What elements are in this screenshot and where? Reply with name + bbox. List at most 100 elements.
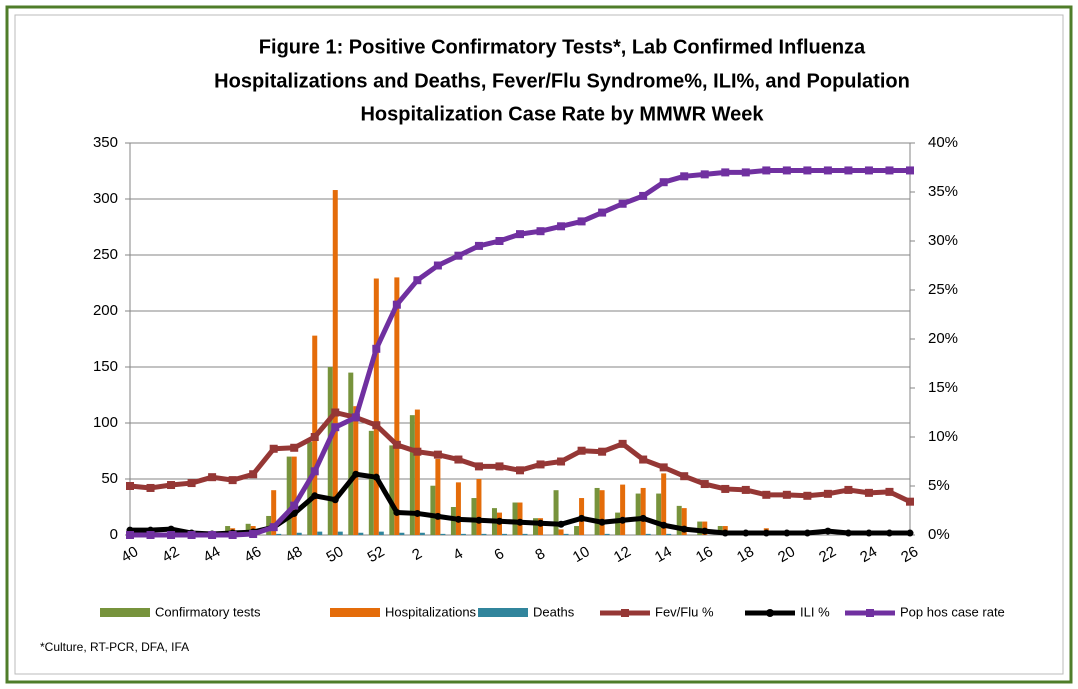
marker <box>167 481 176 490</box>
marker <box>578 514 586 522</box>
marker <box>167 525 175 533</box>
marker <box>721 484 730 493</box>
marker <box>495 237 504 245</box>
y2-tick-label: 35% <box>928 183 958 200</box>
marker <box>618 439 627 448</box>
marker <box>639 514 647 522</box>
marker <box>433 261 442 270</box>
bar <box>645 533 651 535</box>
marker <box>516 230 524 239</box>
y2-tick-label: 0% <box>928 526 950 543</box>
marker <box>700 170 709 179</box>
bar <box>394 277 400 535</box>
bar <box>574 526 580 535</box>
chart-title: Hospitalization Case Rate by MMWR Week <box>360 103 764 125</box>
marker <box>310 467 319 476</box>
line <box>130 167 910 538</box>
marker <box>885 166 894 175</box>
marker <box>741 168 750 177</box>
marker <box>906 529 914 537</box>
marker <box>208 531 217 539</box>
marker <box>741 485 750 494</box>
bar <box>368 430 374 535</box>
marker <box>885 487 894 496</box>
marker <box>516 466 524 475</box>
bar <box>533 518 539 535</box>
chart-title: Figure 1: Positive Confirmatory Tests*, … <box>259 36 866 58</box>
marker <box>700 480 709 489</box>
marker <box>803 491 812 500</box>
bar <box>266 515 272 535</box>
marker <box>536 460 545 469</box>
marker <box>393 508 401 516</box>
marker <box>680 472 689 481</box>
bar <box>245 523 251 535</box>
y2-tick-label: 20% <box>928 330 958 347</box>
bar <box>358 532 364 535</box>
marker <box>557 520 565 528</box>
x-tick-label: 18 <box>734 543 757 566</box>
marker <box>906 497 914 506</box>
marker <box>351 413 360 422</box>
marker <box>680 172 689 181</box>
legend-swatch <box>478 608 528 617</box>
legend-marker <box>621 609 629 617</box>
marker <box>331 496 339 504</box>
marker <box>762 166 771 175</box>
marker <box>782 490 791 499</box>
bar <box>225 526 231 535</box>
marker <box>352 470 360 478</box>
x-tick-label: 14 <box>652 543 675 566</box>
marker <box>577 217 586 226</box>
x-tick-label: 22 <box>816 543 839 566</box>
bar <box>378 531 384 535</box>
marker <box>516 518 524 526</box>
bar <box>286 456 292 535</box>
marker <box>372 473 380 481</box>
marker <box>474 241 483 250</box>
marker <box>413 276 422 285</box>
x-tick-label: 2 <box>409 545 425 564</box>
marker <box>249 530 258 539</box>
marker <box>290 509 298 517</box>
y2-tick-label: 30% <box>928 232 958 249</box>
marker <box>331 423 340 432</box>
marker <box>598 518 606 526</box>
x-tick-label: 44 <box>200 543 223 566</box>
x-tick-label: 26 <box>898 543 921 566</box>
marker <box>865 529 873 537</box>
marker <box>474 462 483 471</box>
bar <box>271 490 277 535</box>
x-tick-label: 40 <box>118 543 141 566</box>
marker <box>187 531 196 539</box>
bar <box>476 479 482 535</box>
chart-title: Hospitalizations and Deaths, Fever/Flu S… <box>214 70 910 92</box>
bar <box>307 442 313 535</box>
bar <box>348 372 354 535</box>
x-tick-label: 16 <box>693 543 716 566</box>
bar <box>615 512 621 535</box>
bar <box>455 482 461 535</box>
marker <box>187 479 196 488</box>
x-tick-label: 42 <box>159 543 182 566</box>
legend-label: ILI % <box>800 604 830 619</box>
bar <box>440 533 446 535</box>
legend-swatch <box>100 608 150 617</box>
bar <box>414 409 420 535</box>
bar <box>291 456 297 535</box>
bar <box>430 485 436 535</box>
line <box>129 410 912 504</box>
marker <box>598 447 607 456</box>
x-tick-label: 50 <box>324 543 347 566</box>
bar <box>522 533 528 535</box>
marker <box>885 529 893 537</box>
marker <box>864 488 873 497</box>
bar <box>389 445 395 535</box>
bar <box>353 406 359 535</box>
marker <box>228 531 237 539</box>
y-tick-label: 200 <box>93 302 118 319</box>
marker <box>659 463 668 472</box>
bar <box>327 367 333 535</box>
legend-label: Hospitalizations <box>385 604 477 619</box>
